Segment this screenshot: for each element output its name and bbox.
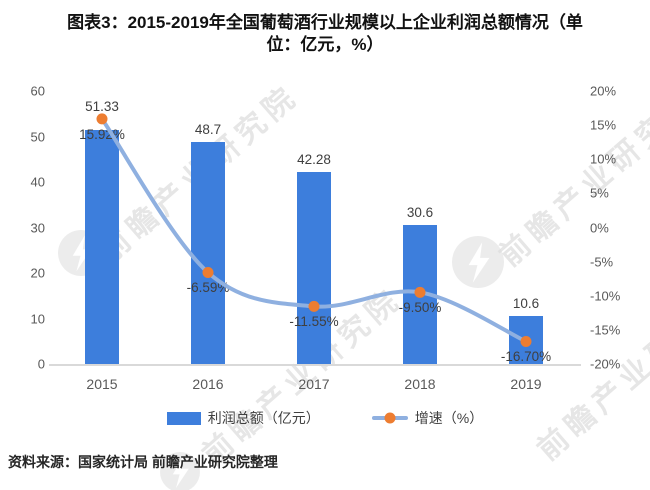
legend: 利润总额（亿元） 增速（%） [0, 408, 650, 428]
right-axis-tick: 15% [590, 117, 617, 133]
left-axis-tick: 0 [37, 356, 45, 372]
left-axis-tick: 10 [30, 311, 45, 326]
growth-marker-2019 [520, 335, 532, 347]
right-axis-tick: 5% [590, 185, 609, 201]
left-axis-tick: 60 [30, 83, 45, 99]
growth-value-label: -16.70% [500, 349, 552, 365]
bar-value-label: 10.6 [512, 295, 540, 311]
right-axis-tick: 0% [590, 220, 609, 235]
growth-marker-2018 [414, 286, 426, 298]
legend-item-growth: 增速（%） [371, 408, 484, 428]
left-axis-tick: 50 [30, 129, 45, 144]
x-axis-label-2015: 2015 [86, 376, 118, 392]
bar-value-label: 51.33 [85, 98, 119, 114]
right-axis-tick: -15% [590, 322, 621, 338]
growth-marker-2015 [96, 113, 108, 125]
right-axis-tick: -10% [590, 288, 621, 304]
right-axis-tick: 10% [590, 151, 617, 167]
right-axis-tick: -5% [590, 254, 614, 270]
chart-title: 图表3：2015-2019年全国葡萄酒行业规模以上企业利润总额情况（单 位：亿元… [10, 12, 640, 56]
legend-item-profit: 利润总额（亿元） [166, 408, 320, 428]
marker-dot-icon [384, 412, 396, 424]
left-axis-tick: 20 [30, 265, 45, 281]
right-axis-tick: 20% [590, 83, 617, 99]
chart-title-line1: 图表3：2015-2019年全国葡萄酒行业规模以上企业利润总额情况（单 [67, 13, 583, 32]
bar-2017 [297, 171, 331, 364]
right-axis-tick: -20% [590, 356, 621, 372]
growth-marker-2017 [308, 300, 320, 312]
legend-label-profit: 利润总额（亿元） [207, 410, 320, 426]
source-note: 资料来源：国家统计局 前瞻产业研究院整理 [8, 454, 278, 470]
legend-label-growth: 增速（%） [414, 410, 484, 426]
x-axis-label-2018: 2018 [404, 376, 436, 392]
bar-value-label: 42.28 [297, 151, 331, 167]
growth-value-label: -11.55% [289, 314, 339, 330]
chart-title-line2: 位：亿元，%） [266, 35, 384, 54]
growth-marker-2016 [202, 266, 214, 278]
growth-value-label: -6.59% [186, 280, 230, 296]
bar-value-label: 30.6 [406, 204, 434, 220]
left-axis-tick: 30 [30, 220, 45, 235]
bar-value-label: 48.7 [194, 122, 222, 138]
bar-2016 [191, 142, 225, 364]
x-axis-label-2019: 2019 [510, 376, 542, 392]
x-axis-label-2016: 2016 [192, 376, 224, 392]
left-axis-tick: 40 [30, 174, 45, 190]
growth-value-label: -9.50% [398, 300, 442, 316]
x-axis-line [49, 364, 581, 366]
x-axis-label-2017: 2017 [298, 376, 330, 392]
bar-swatch-icon [166, 411, 201, 425]
line-swatch-icon [371, 412, 408, 424]
